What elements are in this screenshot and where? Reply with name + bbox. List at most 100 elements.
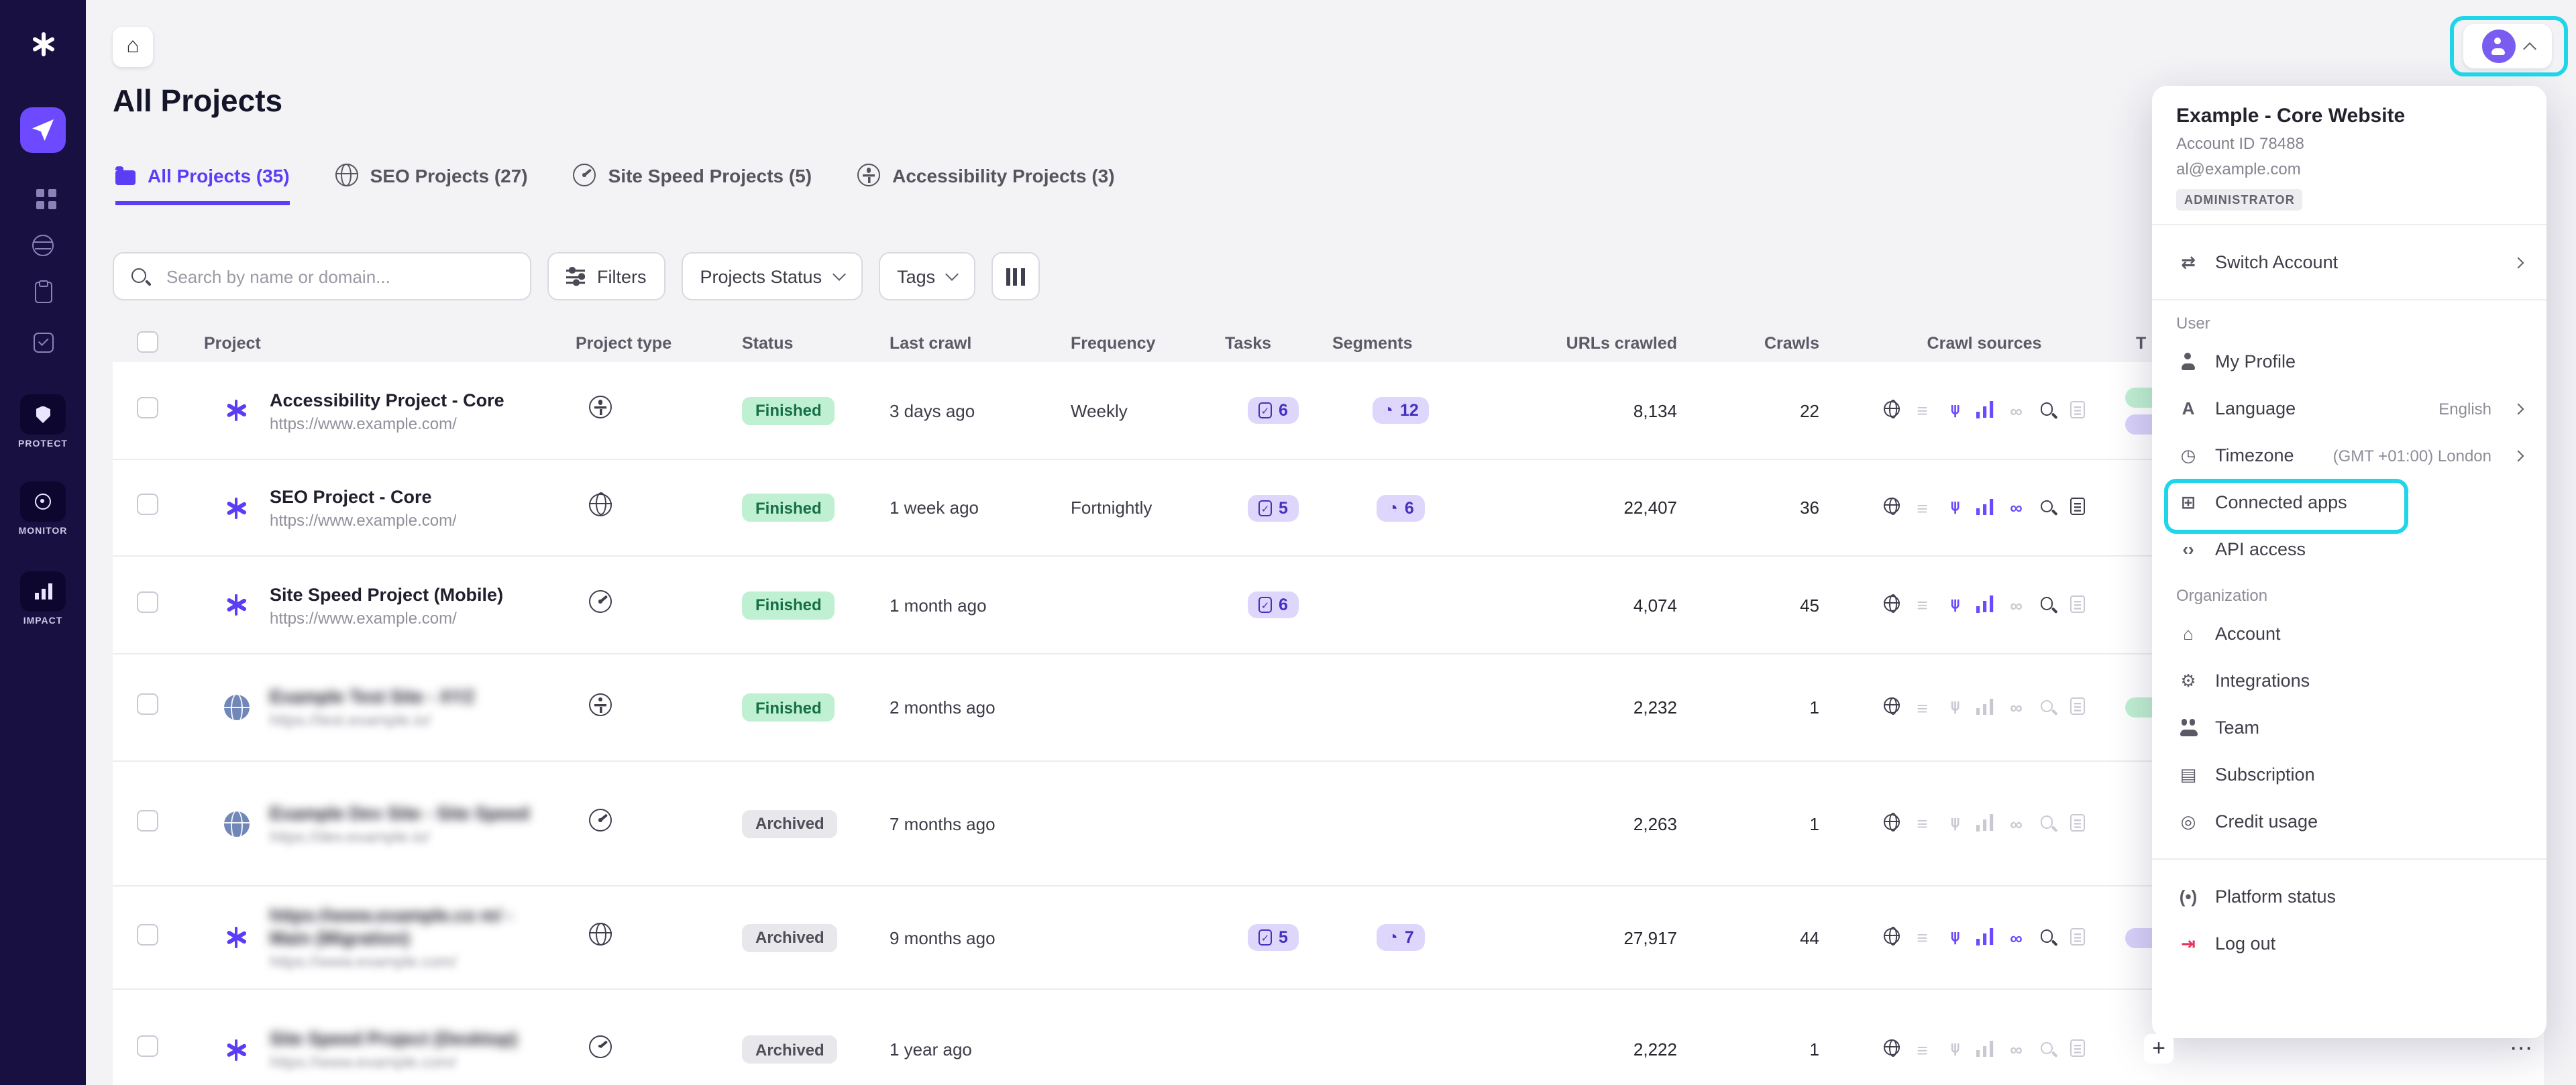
switch-icon: ⇄: [2176, 251, 2200, 273]
card-icon: ▤: [2176, 764, 2200, 785]
urls-crawled: 8,134: [1469, 400, 1690, 420]
project-lead-icon: [223, 1039, 250, 1060]
search-icon: [130, 266, 150, 286]
project-name[interactable]: SEO Project - Core: [270, 486, 457, 508]
home-button[interactable]: ⌂: [113, 27, 153, 67]
menu-item-timezone[interactable]: ◷ Timezone (GMT +01:00) London: [2176, 432, 2522, 479]
add-project-button[interactable]: +: [2144, 1034, 2174, 1064]
chevron-right-icon: [2513, 257, 2524, 268]
menu-item-log-out[interactable]: ⇥ Log out: [2176, 920, 2522, 967]
tasks-icon: [1258, 402, 1272, 418]
project-name[interactable]: Example Dev Site - Site Speed: [270, 801, 529, 824]
tasks-icon: [1258, 500, 1272, 516]
sidebar-item-crawls[interactable]: [20, 225, 66, 266]
sidebar: PROTECT MONITOR IMPACT: [0, 0, 86, 1085]
row-checkbox[interactable]: [137, 396, 158, 418]
sidebar-item-projects[interactable]: [20, 107, 66, 153]
list-source-icon: [1913, 595, 1933, 615]
search-source-icon: [2039, 400, 2059, 420]
menu-item-account[interactable]: ⌂ Account: [2176, 610, 2522, 657]
brand-icon: [234, 400, 237, 421]
project-name[interactable]: Site Speed Project (Desktop): [270, 1027, 517, 1050]
access-icon: [857, 164, 880, 186]
brand-icon: [234, 497, 237, 518]
tasks-badge: 6: [1248, 397, 1299, 424]
filters-button[interactable]: Filters: [547, 252, 665, 300]
urls-crawled: 2,263: [1469, 813, 1690, 834]
sidebar-item-tasks[interactable]: [20, 322, 66, 362]
search-box[interactable]: [113, 252, 531, 300]
project-lead-icon: [223, 594, 250, 616]
menu-item-team[interactable]: Team: [2176, 704, 2522, 751]
row-checkbox[interactable]: [137, 809, 158, 831]
menu-item-my-profile[interactable]: My Profile: [2176, 338, 2522, 385]
clipboard-icon: [34, 282, 52, 303]
ellipsis-icon: ⋯: [2510, 1035, 2532, 1062]
row-checkbox[interactable]: [137, 923, 158, 945]
menu-item-api-access[interactable]: ‹› API access: [2176, 526, 2522, 573]
row-checkbox[interactable]: [137, 1035, 158, 1057]
search-source-icon: [2039, 813, 2059, 834]
menu-item-language[interactable]: A Language English: [2176, 385, 2522, 432]
row-checkbox[interactable]: [137, 693, 158, 715]
web-source-icon: [1884, 400, 1900, 416]
urls-crawled: 4,074: [1469, 595, 1690, 615]
crawl-sources: [1838, 697, 2120, 718]
search-input[interactable]: [164, 265, 514, 288]
log-source-icon: [2071, 927, 2085, 945]
link-source-icon: [2006, 595, 2027, 615]
web-source-icon: [1884, 595, 1900, 611]
gauge-type-icon: [589, 1035, 612, 1058]
projects-status-dropdown[interactable]: Projects Status: [682, 252, 863, 300]
project-name[interactable]: Site Speed Project (Mobile): [270, 583, 503, 606]
project-name[interactable]: https://www.example.co m/ - Main (Migrat…: [270, 904, 531, 950]
menu-item-integrations[interactable]: ⚙ Integrations: [2176, 657, 2522, 704]
section-label: User: [2176, 314, 2522, 333]
menu-item-platform-status[interactable]: (•) Platform status: [2176, 873, 2522, 920]
frequency: Weekly: [1060, 400, 1214, 420]
more-options-button[interactable]: ⋯: [2506, 1034, 2536, 1064]
web-source-icon: [1884, 697, 1900, 713]
menu-item-subscription[interactable]: ▤ Subscription: [2176, 751, 2522, 798]
tab-seo-projects[interactable]: SEO Projects (27): [335, 164, 528, 205]
project-lead-icon: [223, 695, 250, 720]
account-menu-button[interactable]: [2463, 24, 2552, 68]
link-source-icon: [2006, 927, 2027, 948]
sitemap-source-icon: [1945, 927, 1965, 948]
list-source-icon: [1913, 400, 1933, 420]
sidebar-item-monitor[interactable]: [20, 481, 66, 522]
analytics-source-icon: [1977, 498, 1994, 515]
sitemap-source-icon: [1945, 697, 1965, 718]
col-project: Project: [172, 334, 557, 353]
tab-all-projects[interactable]: All Projects (35): [115, 164, 290, 205]
project-name[interactable]: Example Test Site - XYZ: [270, 685, 475, 708]
logout-icon: ⇥: [2176, 933, 2200, 954]
role-badge: ADMINISTRATOR: [2176, 189, 2303, 211]
row-checkbox[interactable]: [137, 494, 158, 515]
row-checkbox[interactable]: [137, 591, 158, 612]
last-crawl: 7 months ago: [879, 813, 1060, 834]
sidebar-item-reports[interactable]: [20, 272, 66, 312]
project-name[interactable]: Accessibility Project - Core: [270, 388, 504, 411]
sidebar-item-impact[interactable]: [20, 571, 66, 612]
crawls-count: 45: [1690, 595, 1838, 615]
brand-icon: [234, 1039, 237, 1060]
select-all-checkbox[interactable]: [137, 331, 158, 352]
columns-button[interactable]: [991, 252, 1040, 300]
project-lead-icon: [223, 811, 250, 836]
credits-icon: ◎: [2176, 811, 2200, 832]
sidebar-item-protect[interactable]: [20, 394, 66, 435]
sidebar-item-dashboard[interactable]: [20, 176, 66, 216]
tab-accessibility-projects[interactable]: Accessibility Projects (3): [857, 164, 1115, 205]
language-icon: A: [2176, 398, 2200, 418]
tags-dropdown[interactable]: Tags: [878, 252, 975, 300]
crawl-sources: [1838, 498, 2120, 518]
segments-badge: 7: [1377, 924, 1425, 951]
page-title: All Projects: [113, 83, 282, 119]
menu-item-switch-account[interactable]: ⇄ Switch Account: [2176, 239, 2522, 286]
tab-site-speed-projects[interactable]: Site Speed Projects (5): [574, 164, 812, 205]
log-source-icon: [2071, 498, 2085, 515]
menu-item-credit-usage[interactable]: ◎ Credit usage: [2176, 798, 2522, 845]
building-icon: ⌂: [2176, 624, 2200, 644]
menu-item-connected-apps[interactable]: ⊞ Connected apps: [2176, 479, 2522, 526]
